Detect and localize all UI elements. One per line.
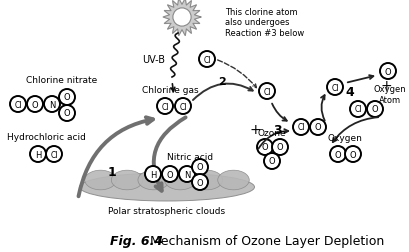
Ellipse shape <box>137 171 169 190</box>
Circle shape <box>30 146 46 162</box>
Text: Fig. 6.4: Fig. 6.4 <box>110 234 163 247</box>
FancyArrowPatch shape <box>258 130 288 149</box>
Circle shape <box>175 99 191 115</box>
Text: Oxygen
Atom: Oxygen Atom <box>373 85 405 104</box>
Polygon shape <box>163 0 200 37</box>
Text: O: O <box>196 163 203 172</box>
Text: Nitric acid: Nitric acid <box>166 152 213 161</box>
Text: This clorine atom
also undergoes
Reaction #3 below: This clorine atom also undergoes Reactio… <box>225 8 303 38</box>
Text: O: O <box>334 150 340 159</box>
Text: Cl: Cl <box>263 87 270 96</box>
FancyArrowPatch shape <box>320 96 324 121</box>
Circle shape <box>271 139 287 155</box>
Circle shape <box>59 90 75 106</box>
Text: O: O <box>276 143 283 152</box>
Text: Cl: Cl <box>179 102 186 111</box>
Text: O: O <box>371 105 378 114</box>
Text: O: O <box>268 157 274 166</box>
Text: O: O <box>349 150 355 159</box>
Circle shape <box>329 146 345 162</box>
Text: O: O <box>196 178 203 187</box>
Text: H: H <box>35 150 41 159</box>
Circle shape <box>157 99 173 115</box>
Text: Cl: Cl <box>161 102 169 111</box>
Text: Chlorine nitrate: Chlorine nitrate <box>26 76 97 85</box>
Text: Oxygen: Oxygen <box>327 134 362 142</box>
Text: 1: 1 <box>107 165 116 178</box>
Circle shape <box>27 97 43 113</box>
Ellipse shape <box>79 173 254 201</box>
Circle shape <box>263 153 279 169</box>
Circle shape <box>292 119 308 136</box>
Circle shape <box>173 9 191 27</box>
Ellipse shape <box>111 171 142 190</box>
Text: Cl: Cl <box>14 100 22 109</box>
Circle shape <box>258 84 274 100</box>
Circle shape <box>366 102 382 117</box>
Circle shape <box>145 166 161 182</box>
Text: Cl: Cl <box>203 55 210 64</box>
Text: N: N <box>183 170 190 179</box>
FancyArrowPatch shape <box>217 61 256 88</box>
Circle shape <box>59 106 75 121</box>
Text: Chlorine gas: Chlorine gas <box>142 86 198 94</box>
Circle shape <box>309 119 325 136</box>
Circle shape <box>191 174 207 190</box>
Text: +: + <box>379 79 391 93</box>
Ellipse shape <box>164 171 196 190</box>
Circle shape <box>191 159 207 175</box>
Text: Ozone: Ozone <box>257 129 285 137</box>
Text: O: O <box>166 170 173 179</box>
Text: Cl: Cl <box>50 150 58 159</box>
Text: UV-B: UV-B <box>142 55 165 65</box>
Text: Polar stratospheric clouds: Polar stratospheric clouds <box>108 206 225 215</box>
Text: 3: 3 <box>273 123 282 136</box>
Circle shape <box>344 146 360 162</box>
Circle shape <box>162 166 178 182</box>
Ellipse shape <box>85 171 116 190</box>
Text: O: O <box>63 109 70 118</box>
Text: 2: 2 <box>218 77 225 87</box>
FancyArrowPatch shape <box>193 84 252 101</box>
Text: Hydrochloric acid: Hydrochloric acid <box>7 133 85 141</box>
Text: Cl: Cl <box>297 123 304 132</box>
Text: H: H <box>149 170 156 179</box>
Circle shape <box>198 52 214 68</box>
Text: O: O <box>314 123 321 132</box>
Text: N: N <box>49 100 55 109</box>
Text: O: O <box>384 67 390 76</box>
Circle shape <box>256 139 272 155</box>
Circle shape <box>326 80 342 96</box>
Text: O: O <box>261 143 267 152</box>
Circle shape <box>349 102 365 117</box>
Text: 4: 4 <box>345 85 353 98</box>
FancyArrowPatch shape <box>347 76 373 83</box>
Text: Mechanism of Ozone Layer Depletion: Mechanism of Ozone Layer Depletion <box>138 234 383 247</box>
Circle shape <box>46 146 62 162</box>
Text: O: O <box>63 93 70 102</box>
Text: +: + <box>249 122 260 137</box>
FancyArrowPatch shape <box>153 118 185 191</box>
Circle shape <box>10 97 26 113</box>
FancyArrowPatch shape <box>332 118 378 143</box>
Circle shape <box>44 97 60 113</box>
Circle shape <box>179 166 195 182</box>
Text: O: O <box>31 100 38 109</box>
FancyArrowPatch shape <box>171 84 174 92</box>
Text: Cl: Cl <box>353 105 361 114</box>
Circle shape <box>379 64 395 80</box>
Ellipse shape <box>191 171 222 190</box>
FancyArrowPatch shape <box>272 104 286 121</box>
Text: Cl: Cl <box>330 83 338 92</box>
Ellipse shape <box>217 171 249 190</box>
FancyArrowPatch shape <box>79 118 153 197</box>
